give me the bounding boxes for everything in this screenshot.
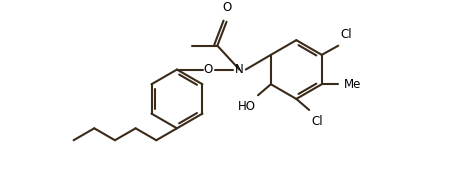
Text: HO: HO bbox=[238, 100, 256, 113]
Text: O: O bbox=[223, 1, 232, 14]
Text: Cl: Cl bbox=[311, 115, 323, 127]
Text: Me: Me bbox=[344, 78, 361, 91]
Text: O: O bbox=[204, 63, 213, 76]
Text: Cl: Cl bbox=[340, 28, 352, 41]
Text: N: N bbox=[235, 63, 244, 76]
